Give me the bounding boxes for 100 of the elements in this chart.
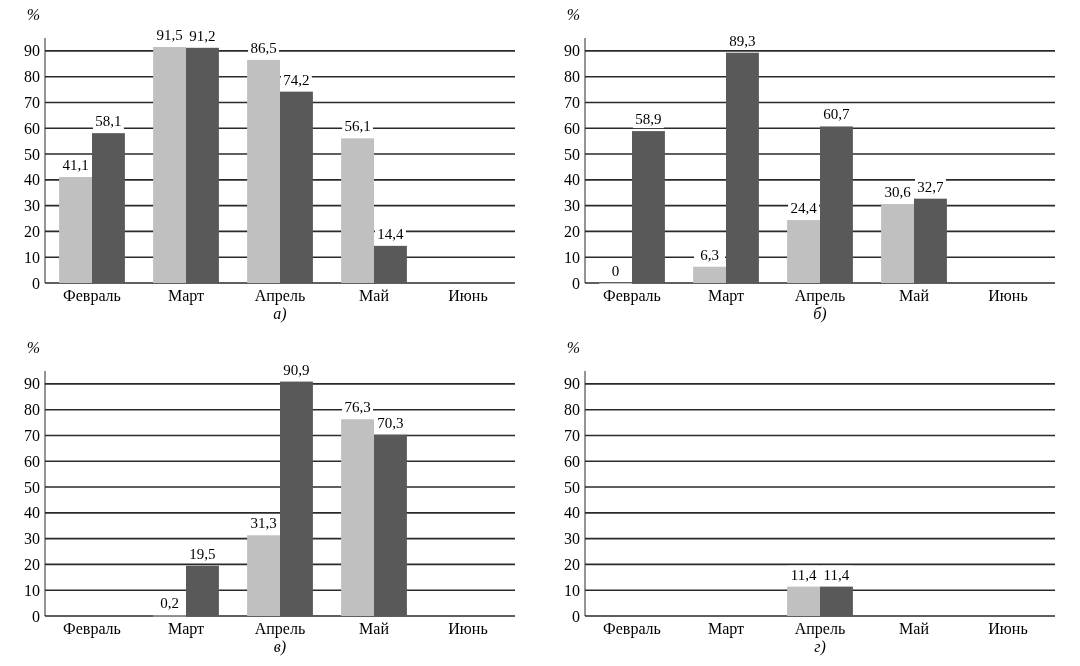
y-tick-label: 50 [24, 145, 40, 163]
y-tick-label: 40 [24, 504, 40, 522]
data-label: 0 [611, 263, 620, 279]
x-axis-title: г) [814, 638, 826, 656]
x-tick-label: Май [359, 287, 390, 304]
x-tick-label: Апрель [794, 287, 846, 305]
y-tick-label: 20 [24, 556, 40, 574]
y-tick-label: 50 [564, 145, 580, 163]
x-tick-label: Март [167, 620, 205, 638]
x-tick-label: Май [359, 620, 390, 637]
y-tick-label: 70 [564, 94, 580, 112]
y-tick-label: 70 [24, 94, 40, 112]
x-axis-title: а) [273, 305, 287, 323]
x-tick-label: Март [167, 287, 205, 305]
y-tick-label: 0 [32, 607, 40, 625]
data-label: 58,1 [95, 113, 122, 130]
y-tick-label: 90 [24, 375, 40, 393]
x-tick-label: Июнь [448, 620, 488, 637]
y-tick-label: 50 [24, 478, 40, 496]
y-axis-title: % [26, 6, 40, 23]
x-tick-label: Февраль [63, 287, 121, 305]
bar [374, 245, 407, 283]
data-label: 24,4 [790, 200, 818, 217]
data-label: 11,4 [790, 566, 817, 583]
data-label: 19,5 [189, 545, 216, 562]
x-tick-label: Апрель [254, 287, 306, 305]
y-tick-label: 30 [24, 197, 40, 215]
y-tick-label: 70 [564, 427, 580, 445]
data-label: 91,2 [189, 27, 216, 44]
y-tick-label: 80 [24, 68, 40, 86]
data-label: 6,3 [700, 246, 719, 263]
data-label: 32,7 [917, 178, 945, 195]
bar [247, 535, 280, 616]
bar [186, 47, 219, 283]
y-tick-label: 60 [564, 119, 580, 137]
bar [153, 47, 186, 283]
x-tick-label: Февраль [603, 620, 661, 638]
y-tick-label: 40 [564, 171, 580, 189]
bar [59, 177, 92, 283]
y-tick-label: 60 [24, 452, 40, 470]
bar [92, 133, 125, 283]
bar [693, 266, 726, 283]
y-tick-label: 40 [564, 504, 580, 522]
x-tick-label: Февраль [63, 620, 121, 638]
y-axis-title: % [26, 339, 40, 356]
x-tick-label: Апрель [254, 620, 306, 638]
y-axis-title: % [566, 6, 580, 23]
y-tick-label: 80 [564, 68, 580, 86]
y-tick-label: 60 [564, 452, 580, 470]
y-tick-label: 90 [564, 375, 580, 393]
y-tick-label: 0 [572, 274, 580, 292]
y-tick-label: 40 [24, 171, 40, 189]
data-label: 86,5 [250, 39, 277, 56]
data-label: 31,3 [250, 515, 277, 532]
data-label: 30,6 [884, 184, 912, 201]
y-tick-label: 20 [24, 223, 40, 241]
y-axis-title: % [566, 339, 580, 356]
y-tick-label: 90 [24, 42, 40, 60]
data-label: 76,3 [344, 399, 371, 416]
data-label: 60,7 [823, 106, 851, 123]
bar [914, 198, 947, 283]
y-tick-label: 10 [24, 581, 40, 599]
bar [820, 126, 853, 283]
y-tick-label: 30 [564, 197, 580, 215]
x-tick-label: Июнь [988, 287, 1028, 304]
x-tick-label: Март [707, 620, 745, 638]
bar [881, 204, 914, 283]
y-tick-label: 80 [564, 401, 580, 419]
data-label: 74,2 [283, 71, 310, 88]
x-tick-label: Май [899, 620, 930, 637]
x-tick-label: Июнь [988, 620, 1028, 637]
data-label: 90,9 [283, 361, 310, 378]
y-tick-label: 0 [32, 274, 40, 292]
bar [247, 59, 280, 283]
y-tick-label: 30 [24, 530, 40, 548]
bar [726, 52, 759, 283]
bar [280, 91, 313, 283]
y-tick-label: 10 [24, 248, 40, 266]
y-tick-label: 90 [564, 42, 580, 60]
bar [787, 220, 820, 283]
y-tick-label: 80 [24, 401, 40, 419]
y-tick-label: 70 [24, 427, 40, 445]
y-tick-label: 30 [564, 530, 580, 548]
data-label: 14,4 [377, 225, 405, 242]
x-tick-label: Март [707, 287, 745, 305]
x-axis-title: в) [273, 638, 287, 656]
bar [374, 434, 407, 616]
bar [186, 565, 219, 616]
bar [280, 381, 313, 616]
bar [341, 138, 374, 283]
bar [341, 419, 374, 616]
data-label: 58,9 [635, 111, 662, 128]
y-tick-label: 20 [564, 556, 580, 574]
y-tick-label: 0 [572, 607, 580, 625]
y-tick-label: 50 [564, 478, 580, 496]
data-label: 70,3 [377, 414, 404, 431]
data-label: 56,1 [344, 118, 371, 135]
y-tick-label: 10 [564, 581, 580, 599]
x-tick-label: Июнь [448, 287, 488, 304]
data-label: 41,1 [62, 157, 89, 174]
